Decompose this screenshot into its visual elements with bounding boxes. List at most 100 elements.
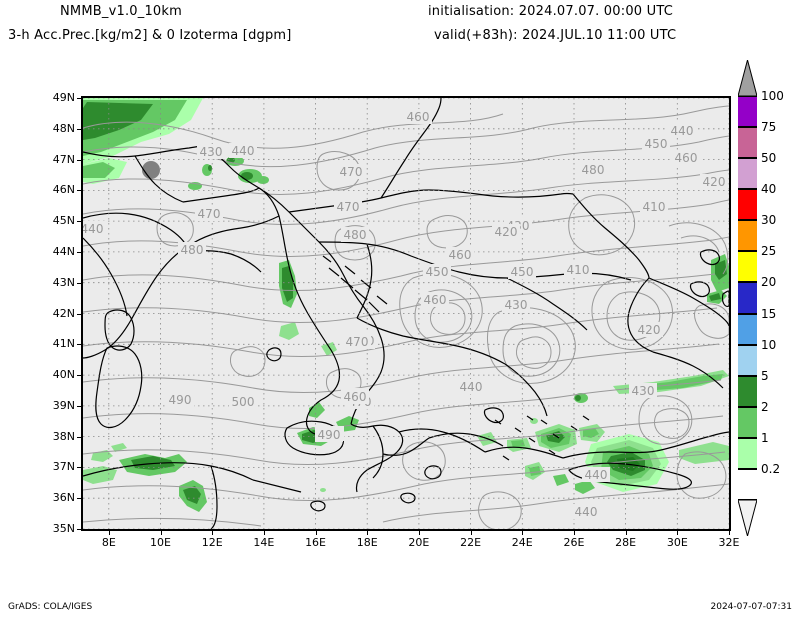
colorbar-band[interactable] <box>738 375 757 407</box>
colorbar-band[interactable] <box>738 189 757 221</box>
colorbar-tick-label: 5 <box>761 368 769 383</box>
lon-tick-label: 32E <box>718 536 740 549</box>
lat-tick-mark <box>77 190 83 192</box>
contour-label-bg <box>334 199 362 214</box>
colorbar-tick-label: 0.2 <box>761 461 781 476</box>
lon-tick-label: 24E <box>511 536 533 549</box>
colorbar-band[interactable] <box>738 251 757 283</box>
initialisation-time: initialisation: 2024.07.07. 00:00 UTC <box>428 4 673 19</box>
lat-tick-mark <box>77 405 83 407</box>
contour-label-bg <box>508 264 536 279</box>
lon-tick-label: 10E <box>150 536 171 549</box>
colorbar-band[interactable] <box>738 158 757 190</box>
colorbar-band[interactable] <box>738 344 757 376</box>
lon-tick-mark <box>522 529 524 535</box>
lon-tick-label: 22E <box>460 536 482 549</box>
grads-credit: GrADS: COLA/IGES <box>8 602 93 612</box>
contour-label: 460 <box>424 293 447 307</box>
lon-tick-mark <box>470 529 472 535</box>
lat-tick-mark <box>77 344 83 346</box>
contour-label-bg <box>229 143 257 158</box>
lat-tick-label: 49N <box>52 91 75 104</box>
contour-label-bg <box>423 264 451 279</box>
contour-label: 440 <box>83 222 103 236</box>
contour-label-bg <box>83 221 106 236</box>
lon-tick-mark <box>573 529 575 535</box>
lat-tick-label: 36N <box>52 491 75 505</box>
contour-label-bg <box>341 227 369 242</box>
lon-tick-mark <box>108 529 110 535</box>
contour-label-bg <box>700 174 728 189</box>
lon-tick-label: 8E <box>101 536 116 549</box>
colorbar-tick-label: 1 <box>761 430 769 445</box>
lon-tick-label: 12E <box>201 536 223 549</box>
colorbar-band[interactable] <box>738 127 757 159</box>
contour-label-group: 4604404504604304404804704204104704404704… <box>83 109 728 519</box>
model-title: NMMB_v1.0_10km <box>60 4 182 19</box>
colorbar-band[interactable] <box>738 468 757 500</box>
colorbar-band[interactable] <box>738 406 757 438</box>
lat-tick-label: 39N <box>52 398 75 412</box>
lat-tick-label: 43N <box>52 275 75 289</box>
contour-label-bg <box>337 164 365 179</box>
contour-label-bg <box>404 109 432 124</box>
lon-tick-mark <box>677 529 679 535</box>
lon-tick-label: 18E <box>356 536 378 549</box>
weather-map[interactable]: 4604404504604304404804704204104704404704… <box>81 96 731 531</box>
colorbar-tick-label: 15 <box>761 306 777 321</box>
map-canvas: 4604404504604304404804704204104704404704… <box>83 98 729 529</box>
colorbar-under-arrow <box>738 500 757 536</box>
lon-tick-label: 16E <box>305 536 327 549</box>
lat-tick-mark <box>77 467 83 469</box>
lat-tick-mark <box>77 221 83 223</box>
colorbar-band[interactable] <box>738 437 757 469</box>
contour-label: 440 <box>460 380 483 394</box>
contour-label-bg <box>315 427 343 442</box>
lat-tick-label: 40N <box>52 368 75 382</box>
field-description: 3-h Acc.Prec.[kg/m2] & 0 Izoterma [dgpm] <box>8 28 292 43</box>
precipitation-colorbar[interactable] <box>738 96 757 500</box>
contour-label-bg <box>446 247 474 262</box>
contour-label: 420 <box>495 225 518 239</box>
contour-label: 430 <box>200 145 223 159</box>
lon-tick-label: 20E <box>408 536 430 549</box>
lon-tick-mark <box>625 529 627 535</box>
lat-tick-label: 38N <box>52 429 75 443</box>
lat-tick-mark <box>77 375 83 377</box>
contour-label: 440 <box>232 144 255 158</box>
contour-label-bg <box>195 206 223 221</box>
contour-label: 450 <box>645 137 668 151</box>
contour-label: 470 <box>337 200 360 214</box>
contour-label-bg <box>421 292 449 307</box>
lon-tick-mark <box>418 529 420 535</box>
contour-label-bg <box>166 392 194 407</box>
colorbar-band[interactable] <box>738 96 757 128</box>
colorbar-tick-label: 2 <box>761 399 769 414</box>
contour-label: 430 <box>632 384 655 398</box>
contour-label-bg <box>672 150 700 165</box>
lon-tick-label: 28E <box>615 536 637 549</box>
lat-tick-label: 46N <box>52 183 75 197</box>
colorbar-band[interactable] <box>738 313 757 345</box>
lon-tick-mark <box>263 529 265 535</box>
contour-label: 460 <box>449 248 472 262</box>
colorbar-band[interactable] <box>738 282 757 314</box>
lat-tick-mark <box>77 282 83 284</box>
contour-label: 440 <box>671 124 694 138</box>
contour-label: 450 <box>426 265 449 279</box>
contour-label: 420 <box>638 323 661 337</box>
contour-label: 470 <box>340 165 363 179</box>
contour-label: 470 <box>198 207 221 221</box>
lat-tick-label: 45N <box>52 214 75 228</box>
colorbar-band[interactable] <box>738 220 757 252</box>
contour-label: 410 <box>643 200 666 214</box>
lon-tick-mark <box>729 529 730 535</box>
contour-label-bg <box>229 394 257 409</box>
contour-label: 450 <box>511 265 534 279</box>
lon-tick-mark <box>315 529 317 535</box>
map-graticule <box>83 98 729 529</box>
lat-tick-label: 41N <box>52 337 75 351</box>
contour-label: 500 <box>232 395 255 409</box>
contour-label-bg <box>582 467 610 482</box>
lat-tick-mark <box>77 313 83 315</box>
